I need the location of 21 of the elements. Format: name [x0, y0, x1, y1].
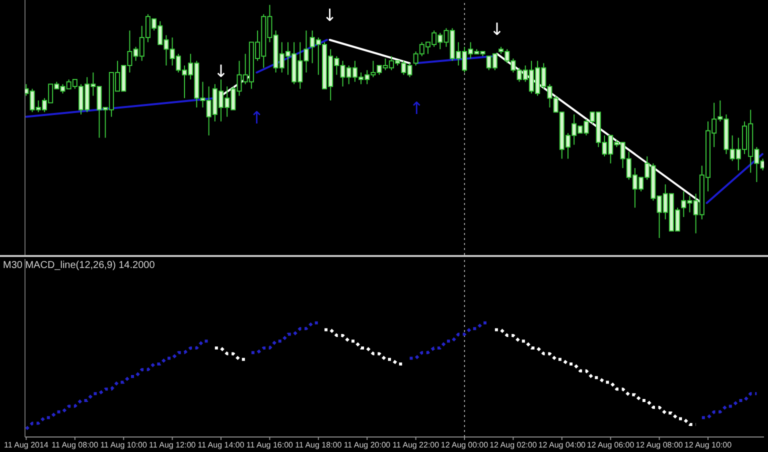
x-tick-label: 11 Aug 22:00 — [392, 440, 440, 450]
x-tick-label: 12 Aug 08:00 — [636, 440, 684, 450]
x-tick-label: 11 Aug 18:00 — [295, 440, 342, 450]
x-tick-label: 11 Aug 20:00 — [344, 440, 391, 450]
x-tick-label: 12 Aug 02:00 — [490, 440, 538, 450]
x-tick-label: 11 Aug 14:00 — [198, 440, 245, 450]
x-tick-label: 12 Aug 06:00 — [587, 440, 635, 450]
x-tick-label: 11 Aug 08:00 — [52, 440, 99, 450]
x-tick-label: 12 Aug 00:00 — [440, 440, 489, 450]
x-tick-label: 12 Aug 04:00 — [538, 440, 586, 450]
x-tick-label: 11 Aug 2014 — [4, 440, 49, 450]
x-tick-label: 11 Aug 16:00 — [246, 440, 294, 450]
annotation: ↑ — [409, 99, 424, 120]
annotation: ↓ — [214, 62, 228, 82]
annotation: ↓ — [322, 6, 337, 26]
annotation: ↑ — [250, 108, 264, 128]
annotation: ↓ — [490, 20, 504, 40]
x-tick-label: 11 Aug 12:00 — [149, 440, 196, 450]
x-tick-label: 12 Aug 10:00 — [684, 440, 732, 450]
x-tick-label: 11 Aug 10:00 — [100, 440, 148, 450]
chart-title: M30 MACD_line(12,26,9) 14.2000 — [3, 260, 155, 271]
